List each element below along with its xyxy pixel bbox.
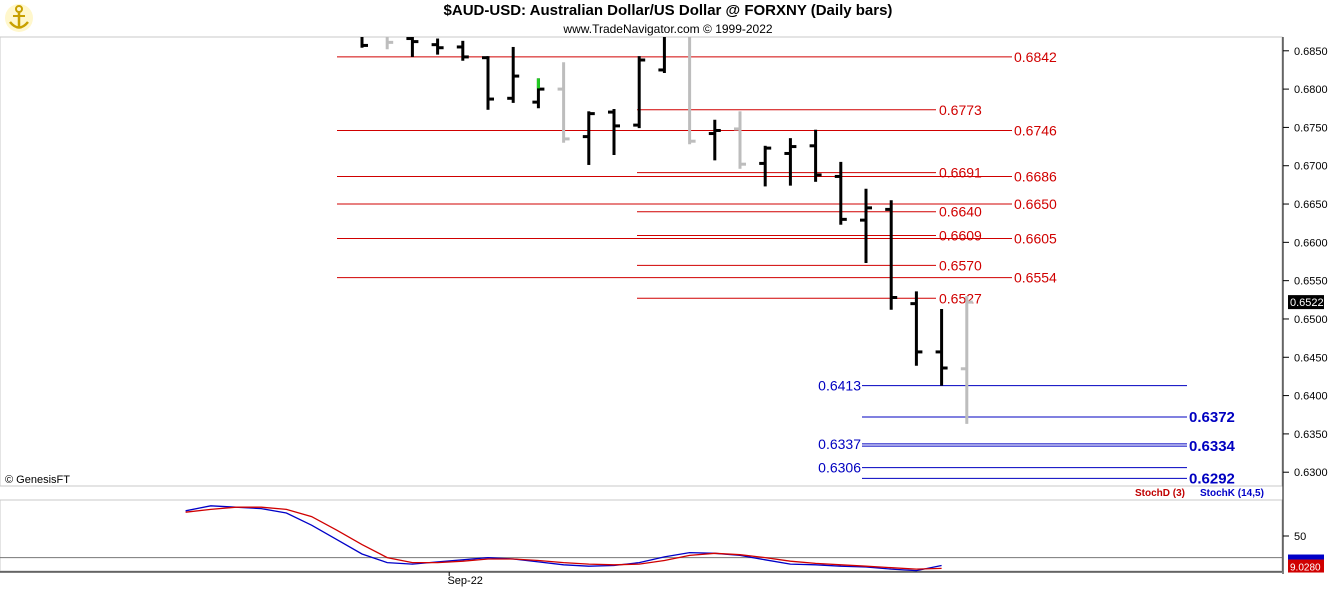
- ohlc-bar: [456, 40, 469, 61]
- ohlc-bar: [784, 138, 797, 186]
- trade-navigator-anchor-icon: [4, 3, 34, 33]
- level-label: 0.6413: [818, 378, 861, 394]
- ohlc-bar: [910, 291, 923, 366]
- ohlc-bar: [960, 295, 973, 424]
- y-tick-label: 0.6500: [1294, 314, 1328, 326]
- stochd-legend: StochD (3): [1135, 488, 1185, 499]
- stochastic-series-line: [185, 506, 942, 570]
- ohlc-bar: [860, 188, 872, 264]
- ohlc-bar: [834, 161, 847, 225]
- ohlc-bar: [482, 56, 494, 110]
- ohlc-bar: [885, 200, 898, 310]
- chart-title: $AUD-USD: Australian Dollar/US Dollar @ …: [443, 2, 893, 19]
- stochastic-panel-frame: [0, 499, 1283, 572]
- ohlc-bar: [935, 309, 948, 386]
- level-label: 0.6686: [1014, 168, 1057, 184]
- stochk-legend: StochK (14,5): [1200, 488, 1264, 499]
- level-label: 0.6334: [1189, 438, 1236, 455]
- y-tick-label: 0.6550: [1294, 276, 1328, 288]
- y-tick-label: 0.6450: [1294, 352, 1328, 364]
- stochastic-plot: [0, 505, 1282, 572]
- price-panel-frame: [0, 36, 1283, 487]
- ohlc-bar: [557, 62, 570, 143]
- last-price-box: [1288, 295, 1324, 310]
- ohlc-bar: [431, 38, 444, 55]
- ohlc-bar: [582, 111, 595, 165]
- stoch-k-marker: [1288, 554, 1324, 560]
- y-tick-label: 0.6350: [1294, 429, 1328, 441]
- y-tick-label: 0.6800: [1294, 84, 1328, 96]
- y-tick-label: 0.6400: [1294, 391, 1328, 403]
- ohlc-bar: [759, 145, 772, 187]
- ohlc-bar: [633, 56, 646, 129]
- ohlc-bar: [507, 46, 520, 103]
- y-tick-label: 0.6650: [1294, 199, 1328, 211]
- level-label: 0.6605: [1014, 231, 1057, 247]
- stoch-last-box: [1288, 559, 1324, 573]
- level-label: 0.6746: [1014, 122, 1057, 138]
- ohlc-bar: [532, 78, 545, 109]
- ohlc-bar: [608, 109, 620, 155]
- level-label: 0.6773: [939, 102, 982, 118]
- stoch-y-tick-label: 50: [1294, 531, 1306, 543]
- ohlc-bar: [708, 119, 721, 161]
- ohlc-bar: [360, 37, 368, 48]
- ohlc-bar: [809, 129, 822, 182]
- level-label: 0.6292: [1189, 470, 1235, 487]
- stoch-last-label: 9.0280: [1290, 563, 1321, 574]
- level-label: 0.6306: [818, 460, 861, 476]
- last-price-label: 0.6522: [1290, 297, 1324, 309]
- y-tick-label: 0.6700: [1294, 161, 1328, 173]
- ohlc-bar: [385, 37, 394, 50]
- level-label: 0.6640: [939, 204, 982, 220]
- level-label: 0.6691: [939, 165, 982, 181]
- ohlc-bar: [658, 37, 666, 74]
- level-label: 0.6554: [1014, 270, 1057, 286]
- y-tick-label: 0.6850: [1294, 46, 1328, 58]
- y-tick-label: 0.6300: [1294, 467, 1328, 479]
- level-label: 0.6609: [939, 227, 982, 243]
- level-label: 0.6570: [939, 257, 982, 273]
- chart-header: $AUD-USD: Australian Dollar/US Dollar @ …: [0, 0, 1336, 38]
- ohlc-bar: [734, 111, 746, 169]
- ohlc-bar: [688, 37, 696, 145]
- level-label: 0.6337: [818, 436, 861, 452]
- ohlc-bar: [406, 37, 419, 57]
- chart-subtitle: www.TradeNavigator.com © 1999-2022: [563, 22, 773, 36]
- y-tick-label: 0.6750: [1294, 122, 1328, 134]
- y-tick-label: 0.6600: [1294, 237, 1328, 249]
- copyright-label: © GenesisFT: [5, 474, 70, 486]
- stochastic-series-line: [185, 505, 942, 572]
- level-label: 0.6650: [1014, 196, 1057, 212]
- level-label: 0.6527: [939, 290, 982, 306]
- level-label: 0.6842: [1014, 49, 1057, 65]
- x-tick-label: Sep-22: [447, 575, 482, 587]
- level-label: 0.6372: [1189, 409, 1235, 426]
